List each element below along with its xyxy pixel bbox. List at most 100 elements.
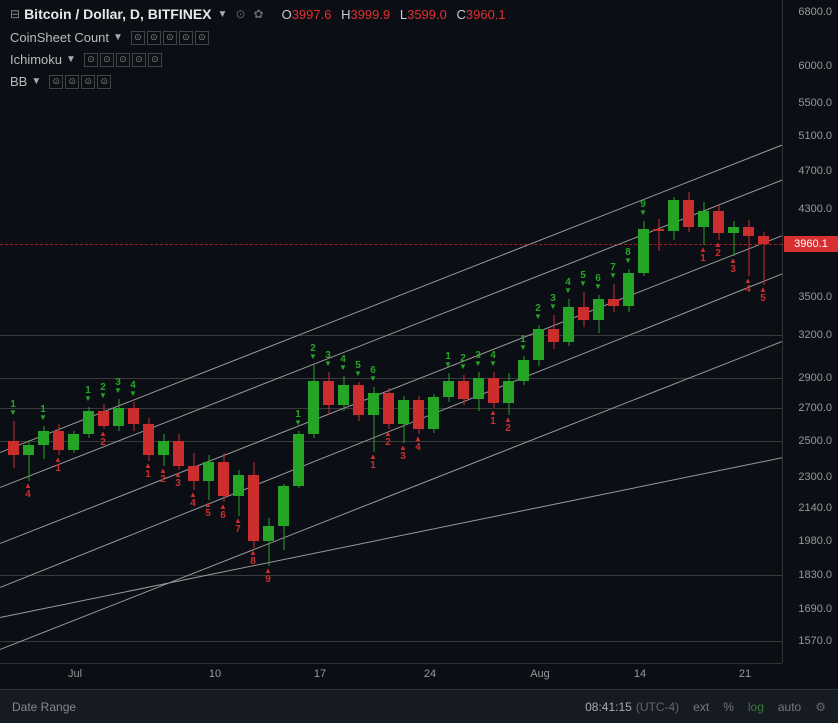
indicator-tool-icon[interactable]: ⊙ bbox=[100, 53, 114, 67]
candle[interactable] bbox=[398, 396, 409, 443]
indicator-tool-icon[interactable]: ⊙ bbox=[163, 31, 177, 45]
candle[interactable] bbox=[8, 421, 19, 468]
candle[interactable] bbox=[608, 284, 619, 312]
candle[interactable] bbox=[743, 220, 754, 276]
indicator-tool-icon[interactable]: ⊙ bbox=[84, 53, 98, 67]
candle[interactable] bbox=[278, 484, 289, 549]
indicator-tool-icon[interactable]: ⊙ bbox=[148, 53, 162, 67]
candle[interactable] bbox=[248, 462, 259, 547]
indicator-tool-icon[interactable]: ⊙ bbox=[116, 53, 130, 67]
gridline bbox=[0, 335, 782, 336]
candle[interactable] bbox=[53, 424, 64, 455]
candle[interactable] bbox=[128, 402, 139, 431]
candle[interactable] bbox=[98, 404, 109, 430]
candle[interactable] bbox=[593, 295, 604, 333]
candle[interactable] bbox=[458, 375, 469, 405]
candle[interactable] bbox=[488, 372, 499, 408]
candle[interactable] bbox=[218, 453, 229, 501]
candle[interactable] bbox=[623, 269, 634, 312]
candle[interactable] bbox=[113, 399, 124, 431]
candle[interactable] bbox=[713, 205, 724, 240]
candle[interactable] bbox=[83, 407, 94, 438]
candle[interactable] bbox=[203, 455, 214, 500]
indicator-name[interactable]: Ichimoku bbox=[10, 52, 62, 67]
count-marker-top: 5▼ bbox=[577, 270, 589, 287]
bottom-toolbar: Date Range 08:41:15 (UTC-4) ext%logauto … bbox=[0, 689, 838, 723]
candle[interactable] bbox=[533, 325, 544, 366]
candle[interactable] bbox=[683, 192, 694, 232]
candle[interactable] bbox=[308, 365, 319, 438]
indicator-tool-icon[interactable]: ⊙ bbox=[97, 75, 111, 89]
scale-button-ext[interactable]: ext bbox=[693, 700, 709, 714]
candle[interactable] bbox=[578, 292, 589, 327]
candle[interactable] bbox=[548, 315, 559, 350]
candle[interactable] bbox=[188, 453, 199, 490]
indicator-tool-icon[interactable]: ⊙ bbox=[132, 53, 146, 67]
candle[interactable] bbox=[728, 221, 739, 256]
candle[interactable] bbox=[23, 440, 34, 481]
chevron-down-icon[interactable]: ▼ bbox=[113, 32, 123, 43]
y-axis-label: 1830.0 bbox=[798, 569, 832, 581]
candle[interactable] bbox=[173, 434, 184, 469]
candle[interactable] bbox=[653, 219, 664, 251]
candle[interactable] bbox=[428, 394, 439, 433]
y-axis-label: 1690.0 bbox=[798, 603, 832, 615]
candle[interactable] bbox=[518, 356, 529, 385]
candle[interactable] bbox=[413, 396, 424, 435]
date-range-button[interactable]: Date Range bbox=[12, 700, 76, 714]
candle[interactable] bbox=[698, 202, 709, 245]
indicator-tool-icon[interactable]: ⊙ bbox=[147, 31, 161, 45]
indicator-tool-icon[interactable]: ⊙ bbox=[65, 75, 79, 89]
y-axis: 6800.06000.05500.05100.04700.04300.03960… bbox=[782, 0, 838, 663]
indicator-tool-icon[interactable]: ⊙ bbox=[131, 31, 145, 45]
count-marker-top: 4▼ bbox=[562, 277, 574, 294]
candle[interactable] bbox=[473, 372, 484, 412]
chevron-down-icon[interactable]: ▼ bbox=[66, 54, 76, 65]
candle[interactable] bbox=[383, 388, 394, 429]
price-tag: 3960.1 bbox=[784, 236, 838, 252]
candle[interactable] bbox=[353, 382, 364, 421]
candle[interactable] bbox=[38, 426, 49, 459]
candle[interactable] bbox=[563, 299, 574, 346]
chevron-down-icon[interactable]: ▼ bbox=[31, 76, 41, 87]
last-price-line bbox=[0, 244, 782, 245]
y-axis-label: 3500.0 bbox=[798, 291, 832, 303]
count-marker-bottom: ▲1 bbox=[52, 457, 64, 474]
count-marker-bottom: ▲4 bbox=[187, 492, 199, 509]
candle[interactable] bbox=[68, 431, 79, 453]
indicator-tool-icon[interactable]: ⊙ bbox=[179, 31, 193, 45]
indicator-row: BB▼⊙⊙⊙⊙ bbox=[10, 74, 111, 89]
indicator-tool-icon[interactable]: ⊙ bbox=[49, 75, 63, 89]
indicator-name[interactable]: CoinSheet Count bbox=[10, 30, 109, 45]
candle[interactable] bbox=[668, 197, 679, 240]
candle[interactable] bbox=[368, 387, 379, 452]
candle[interactable] bbox=[443, 373, 454, 402]
candle[interactable] bbox=[758, 232, 769, 285]
candle[interactable] bbox=[263, 518, 274, 566]
chart-plot[interactable]: 1▼▲41▼▲11▼2▼▲23▼4▼▲1▲2▲3▲4▲5▲6▲7▲8▲91▼2▼… bbox=[0, 0, 782, 663]
indicator-tool-icon[interactable]: ⊙ bbox=[195, 31, 209, 45]
candle[interactable] bbox=[158, 434, 169, 465]
eye-icon[interactable]: ⊙ bbox=[235, 7, 245, 21]
candle[interactable] bbox=[323, 372, 334, 415]
count-marker-bottom: ▲2 bbox=[502, 417, 514, 434]
count-marker-bottom: ▲1 bbox=[697, 247, 709, 264]
indicator-tool-icon[interactable]: ⊙ bbox=[81, 75, 95, 89]
scale-button-auto[interactable]: auto bbox=[778, 700, 801, 714]
candle[interactable] bbox=[638, 221, 649, 276]
candle[interactable] bbox=[338, 376, 349, 411]
indicator-name[interactable]: BB bbox=[10, 74, 27, 89]
gear-icon[interactable]: ✿ bbox=[254, 7, 264, 21]
scale-button-log[interactable]: log bbox=[748, 700, 764, 714]
candle[interactable] bbox=[293, 431, 304, 488]
indicator-row: Ichimoku▼⊙⊙⊙⊙⊙ bbox=[10, 52, 162, 67]
scale-button-%[interactable]: % bbox=[723, 700, 734, 714]
trendline[interactable] bbox=[0, 457, 782, 618]
count-marker-top: 4▼ bbox=[127, 380, 139, 397]
symbol-title[interactable]: Bitcoin / Dollar, D, BITFINEX bbox=[24, 6, 211, 22]
candle[interactable] bbox=[233, 470, 244, 516]
candle[interactable] bbox=[143, 418, 154, 461]
candle[interactable] bbox=[503, 373, 514, 414]
chevron-down-icon[interactable]: ▼ bbox=[218, 9, 228, 20]
settings-gear-icon[interactable]: ⚙ bbox=[815, 700, 826, 714]
